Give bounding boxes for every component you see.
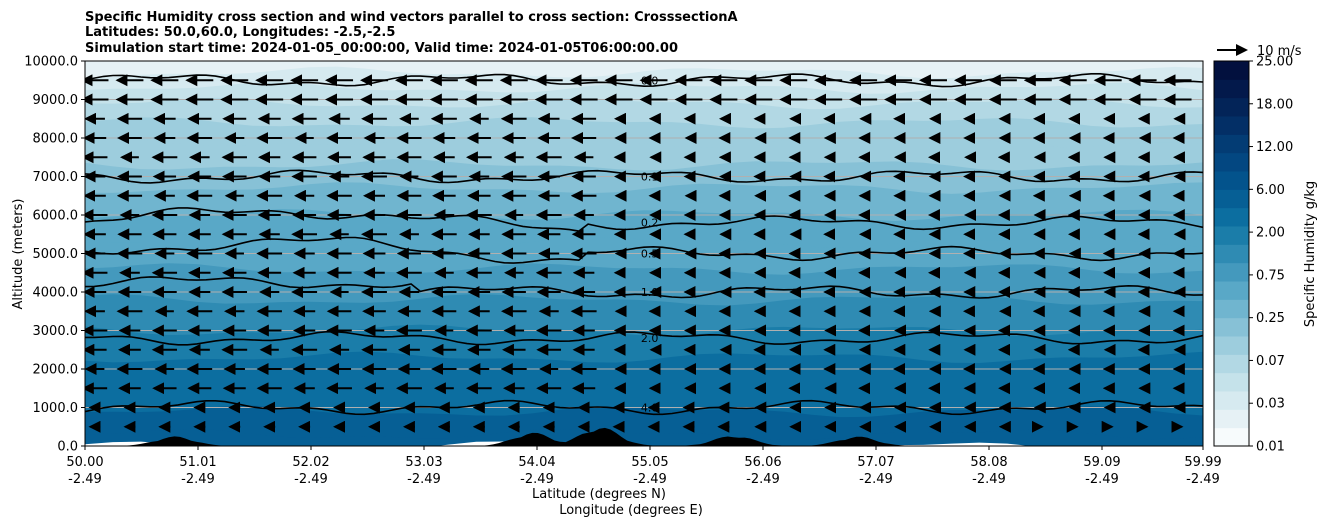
x-tick-label-lat: 55.05 — [631, 455, 668, 470]
colorbar-frame — [1213, 60, 1250, 447]
x-tick-label-lon: -2.49 — [1186, 472, 1220, 487]
colorbar-swatch — [1214, 281, 1249, 300]
colorbar-label: Specific Humidity g/kg — [1303, 181, 1318, 327]
colorbar-tick-label: 0.01 — [1256, 440, 1285, 455]
colorbar-swatch — [1214, 152, 1249, 172]
colorbar-swatch — [1214, 354, 1249, 374]
colorbar-swatch — [1214, 391, 1249, 410]
chart-title-line-1: Specific Humidity cross section and wind… — [85, 10, 738, 25]
contour-line — [85, 236, 1203, 264]
colorbar-tick-label: 12.00 — [1256, 140, 1293, 155]
colorbar-tick-label: 0.75 — [1256, 268, 1285, 283]
x-tick-label-lat: 51.01 — [179, 455, 216, 470]
x-tick-label-lat: 59.09 — [1083, 455, 1120, 470]
y-axis-label: Altitude (meters) — [11, 199, 26, 310]
colorbar: 0.01 0.03 0.07 0.25 0.75 2.00 6.00 12.00 18.00 25… — [1213, 55, 1293, 455]
x-tick-label-lon: -2.49 — [859, 472, 893, 487]
colorbar-swatch — [1214, 317, 1249, 337]
x-tick-label-lon: -2.49 — [1085, 472, 1119, 487]
wind-vector-field — [85, 74, 1192, 433]
humidity-band — [85, 236, 1203, 276]
colorbar-tick-label: 2.00 — [1256, 226, 1285, 241]
contour-label: 0.2 — [641, 217, 659, 230]
y-tick-label: 8000.0 — [33, 132, 79, 147]
y-tick-label: 9000.0 — [33, 93, 79, 108]
colorbar-tick-label: 0.07 — [1256, 354, 1285, 369]
chart-title-line-3: Simulation start time: 2024-01-05_00:00:… — [85, 41, 678, 56]
colorbar-tick-label: 6.00 — [1256, 183, 1285, 198]
x-tick-label-lat: 50.00 — [66, 455, 103, 470]
x-tick-label-lon: -2.49 — [68, 472, 102, 487]
colorbar-swatch — [1214, 134, 1249, 154]
y-tick-label: 2000.0 — [33, 363, 79, 378]
colorbar-swatch — [1214, 116, 1249, 135]
colorbar-swatch — [1214, 372, 1249, 392]
contour-labels: 0.0 0.1 0.2 0.5 1.0 2.0 4.0 — [641, 74, 659, 415]
colorbar-tick-label: 0.03 — [1256, 397, 1285, 412]
x-tick-label-lon: -2.49 — [520, 472, 554, 487]
colorbar-tick-label: 18.00 — [1256, 97, 1293, 112]
x-tick-label-lat: 54.04 — [518, 455, 555, 470]
wind-reference-label: 10 m/s — [1257, 44, 1302, 59]
colorbar-swatch — [1214, 97, 1249, 117]
colorbar-swatch — [1214, 244, 1249, 264]
contour-label: 0.5 — [641, 248, 659, 261]
colorbar-swatch — [1214, 61, 1249, 80]
x-tick-label-lat: 57.07 — [857, 455, 894, 470]
contour-line — [85, 330, 1203, 346]
y-axis: 0.0 1000.0 2000.0 3000.0 4000.0 5000.0 6000.0 7… — [24, 55, 85, 455]
x-axis: 50.00 -2.49 51.01 -2.49 52.02 -2.49 53.03 -2.49… — [66, 446, 1222, 487]
colorbar-swatch — [1214, 299, 1249, 319]
humidity-band — [85, 159, 1203, 195]
x-tick-label-lat: 59.99 — [1184, 455, 1221, 470]
y-tick-label: 3000.0 — [33, 324, 79, 339]
x-tick-label-lat: 53.03 — [405, 455, 442, 470]
y-tick-label: 7000.0 — [33, 170, 79, 185]
colorbar-tick-label: 0.25 — [1256, 311, 1285, 326]
x-tick-label-lon: -2.49 — [746, 472, 780, 487]
y-tick-label: 4000.0 — [33, 286, 79, 301]
x-tick-label-lon: -2.49 — [633, 472, 667, 487]
x-axis-label-longitude: Longitude (degrees E) — [559, 503, 703, 518]
contour-label: 2.0 — [641, 332, 659, 345]
colorbar-swatch — [1214, 336, 1249, 355]
contour-label: 0.1 — [641, 171, 659, 184]
contour-label: 4.0 — [641, 402, 659, 415]
contour-line — [85, 276, 1203, 299]
terrain-shape — [85, 427, 1203, 446]
chart-title-line-2: Latitudes: 50.0,60.0, Longitudes: -2.5,-… — [85, 25, 395, 40]
colorbar-swatch — [1214, 189, 1249, 209]
contour-line — [85, 207, 1203, 232]
x-tick-label-lon: -2.49 — [181, 472, 215, 487]
y-tick-label: 10000.0 — [24, 55, 78, 70]
contour-label: 1.0 — [641, 286, 659, 299]
colorbar-swatch — [1214, 409, 1249, 429]
colorbar-swatch — [1214, 427, 1249, 447]
colorbar-swatch — [1214, 262, 1249, 282]
x-tick-label-lon: -2.49 — [294, 472, 328, 487]
x-tick-label-lat: 56.06 — [744, 455, 781, 470]
colorbar-swatch — [1214, 171, 1249, 190]
y-tick-label: 1000.0 — [33, 401, 79, 416]
colorbar-swatch — [1214, 207, 1249, 227]
x-tick-label-lon: -2.49 — [972, 472, 1006, 487]
colorbar-tick-label: 25.00 — [1256, 55, 1293, 70]
humidity-band — [85, 428, 1203, 446]
colorbar-swatch — [1214, 226, 1249, 245]
y-tick-label: 6000.0 — [33, 209, 79, 224]
x-tick-label-lon: -2.49 — [407, 472, 441, 487]
x-axis-label-latitude: Latitude (degrees N) — [532, 487, 666, 502]
y-tick-label: 0.0 — [57, 440, 78, 455]
x-tick-label-lat: 52.02 — [292, 455, 329, 470]
contour-label: 0.0 — [641, 74, 659, 87]
terrain-silhouette — [85, 427, 1203, 446]
x-tick-label-lat: 58.08 — [970, 455, 1007, 470]
contour-line — [85, 169, 1203, 184]
humidity-band — [85, 351, 1203, 391]
colorbar-swatch — [1214, 79, 1249, 99]
y-tick-label: 5000.0 — [33, 247, 79, 262]
